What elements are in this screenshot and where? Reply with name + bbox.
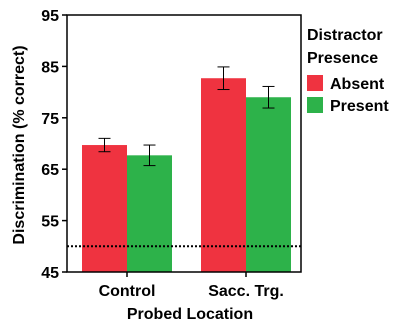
- legend: Distractor Presence Absent Present: [307, 27, 389, 115]
- y-tick-label: 65: [41, 162, 59, 179]
- x-tick-label: Sacc. Trg.: [208, 283, 284, 300]
- bar-present-2: [246, 97, 291, 273]
- bar-present-1: [127, 155, 172, 272]
- x-axis-ticks: Control Sacc. Trg.: [99, 272, 284, 300]
- legend-swatch-absent: [307, 75, 323, 91]
- x-axis-title: Probed Location: [127, 306, 253, 323]
- y-axis-ticks: 45 55 65 75 85 95: [41, 8, 67, 282]
- legend-label-present: Present: [330, 98, 389, 115]
- legend-title-line-1: Distractor: [307, 27, 383, 44]
- y-tick-label: 45: [41, 265, 59, 282]
- plot-frame: [66, 14, 302, 273]
- y-tick-label: 85: [41, 59, 59, 76]
- y-axis-title: Discrimination (% correct): [11, 45, 28, 244]
- y-tick-label: 95: [41, 8, 59, 25]
- error-bar-absent-2: [217, 66, 230, 91]
- error-bar-present-2: [262, 85, 275, 109]
- bars: [82, 66, 291, 273]
- y-tick-label: 75: [41, 111, 59, 128]
- legend-label-absent: Absent: [330, 76, 385, 93]
- error-bar-present-1: [143, 144, 156, 167]
- bar-absent-1: [82, 145, 127, 272]
- y-tick-label: 55: [41, 214, 59, 231]
- bar-absent-2: [201, 78, 246, 272]
- error-bar-absent-1: [98, 137, 111, 153]
- legend-swatch-present: [307, 97, 323, 113]
- x-tick-label: Control: [99, 283, 156, 300]
- legend-title-line-2: Presence: [307, 50, 378, 67]
